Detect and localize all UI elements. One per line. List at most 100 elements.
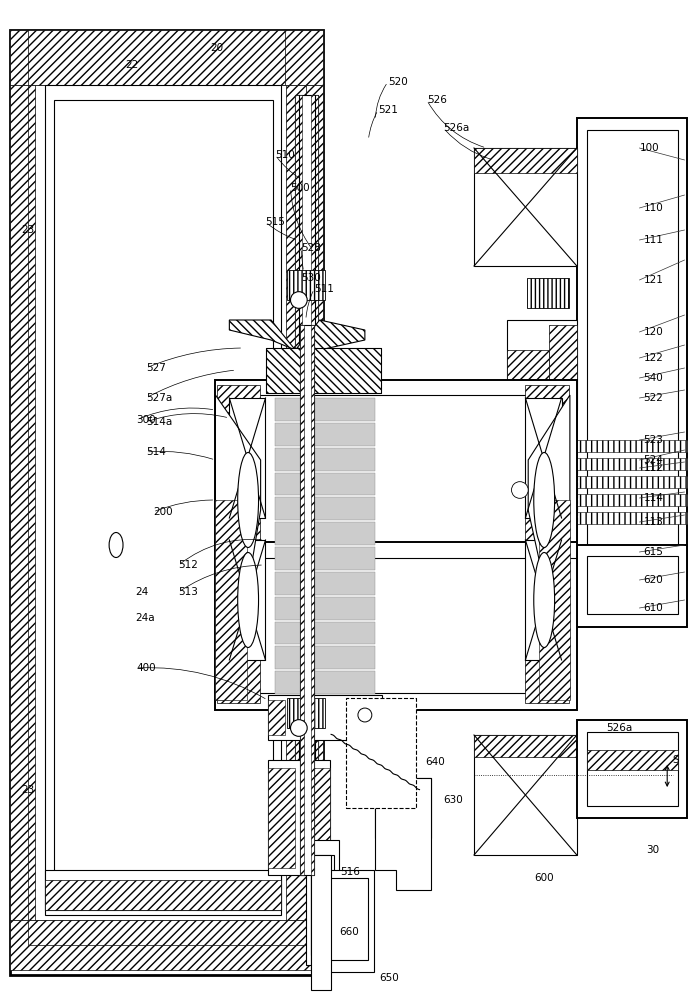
Polygon shape: [528, 395, 570, 700]
Bar: [577, 440, 687, 452]
Text: 516: 516: [341, 867, 361, 877]
Text: 522: 522: [644, 393, 664, 403]
Bar: [311, 870, 374, 972]
Bar: [54, 100, 273, 890]
Bar: [28, 920, 306, 945]
Text: 122: 122: [644, 353, 664, 363]
Text: 650: 650: [379, 973, 398, 983]
Bar: [275, 448, 375, 471]
Bar: [45, 880, 281, 910]
Bar: [577, 118, 687, 580]
Bar: [275, 671, 375, 694]
Bar: [525, 540, 562, 660]
Ellipse shape: [238, 452, 259, 547]
Bar: [229, 395, 563, 693]
Text: 520: 520: [388, 77, 407, 87]
Bar: [587, 130, 678, 568]
Bar: [275, 423, 375, 446]
Bar: [10, 920, 323, 970]
Bar: [286, 85, 313, 920]
Text: 620: 620: [644, 575, 663, 585]
Text: 515: 515: [265, 217, 286, 227]
Text: 200: 200: [153, 507, 172, 517]
Ellipse shape: [109, 532, 123, 558]
Text: 660: 660: [339, 927, 359, 937]
Bar: [275, 572, 375, 595]
Bar: [577, 458, 687, 470]
Text: 513: 513: [179, 587, 199, 597]
Text: 112: 112: [644, 463, 664, 473]
Bar: [311, 325, 314, 875]
Text: 400: 400: [136, 663, 156, 673]
Text: 514a: 514a: [146, 417, 172, 427]
Bar: [375, 778, 431, 838]
Bar: [275, 621, 375, 644]
Polygon shape: [375, 778, 431, 890]
Bar: [287, 270, 325, 300]
Bar: [275, 497, 375, 520]
Text: 22: 22: [125, 60, 138, 70]
Text: 640: 640: [425, 757, 445, 767]
Ellipse shape: [238, 552, 259, 648]
Bar: [365, 700, 382, 735]
Text: 526a: 526a: [606, 723, 632, 733]
Bar: [474, 735, 577, 855]
Polygon shape: [229, 320, 365, 350]
Text: 30: 30: [646, 845, 660, 855]
Bar: [504, 470, 577, 525]
Bar: [587, 750, 678, 770]
Text: 113: 113: [644, 517, 664, 527]
Bar: [266, 348, 381, 393]
Bar: [229, 540, 265, 660]
Bar: [287, 698, 325, 728]
Text: 615: 615: [644, 547, 664, 557]
Bar: [539, 500, 570, 700]
Text: 111: 111: [644, 235, 664, 245]
Text: 527: 527: [146, 363, 166, 373]
Text: 500: 500: [291, 183, 310, 193]
Bar: [507, 320, 577, 410]
Bar: [346, 698, 416, 808]
Bar: [507, 350, 549, 380]
Bar: [215, 500, 247, 700]
Text: 24: 24: [136, 587, 149, 597]
Bar: [311, 855, 331, 990]
Text: S: S: [672, 755, 679, 765]
Text: 540: 540: [644, 373, 663, 383]
Circle shape: [291, 292, 307, 308]
Bar: [316, 878, 368, 960]
Bar: [549, 325, 577, 405]
Bar: [311, 95, 318, 870]
Bar: [302, 768, 330, 868]
Bar: [300, 325, 314, 875]
Bar: [229, 398, 265, 518]
Text: 521: 521: [378, 105, 398, 115]
Bar: [268, 700, 285, 735]
Bar: [10, 85, 30, 920]
Text: 110: 110: [644, 203, 663, 213]
Bar: [587, 732, 678, 806]
Bar: [474, 735, 577, 757]
Text: 24a: 24a: [136, 613, 155, 623]
Bar: [306, 85, 323, 920]
Bar: [577, 494, 687, 506]
Bar: [217, 385, 260, 703]
Bar: [577, 545, 687, 627]
Text: 121: 121: [644, 275, 664, 285]
Bar: [45, 85, 281, 915]
Text: 512: 512: [179, 560, 199, 570]
Bar: [275, 646, 375, 669]
Bar: [10, 30, 323, 975]
Bar: [306, 840, 339, 965]
Polygon shape: [108, 220, 125, 535]
Text: 526: 526: [427, 95, 447, 105]
Text: 600: 600: [534, 873, 553, 883]
Bar: [28, 85, 35, 920]
Bar: [295, 95, 302, 870]
Bar: [28, 30, 285, 85]
Ellipse shape: [534, 552, 555, 648]
Bar: [311, 855, 334, 955]
Bar: [275, 398, 375, 421]
Bar: [268, 695, 382, 740]
Text: 100: 100: [639, 143, 659, 153]
